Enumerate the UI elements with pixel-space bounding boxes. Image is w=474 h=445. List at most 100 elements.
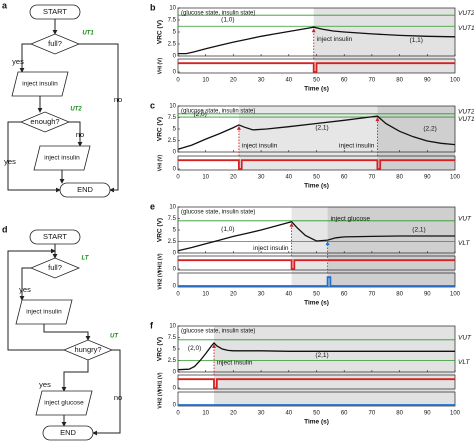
y-tick-label: 7.5 [168, 216, 177, 222]
state-label: (1,0) [221, 17, 234, 24]
threshold-label: VUT2 [458, 10, 474, 17]
decision [29, 33, 81, 55]
x-tick-label: 40 [285, 78, 292, 84]
curve [177, 342, 455, 371]
y-axis-label: VRC (V) [157, 117, 164, 141]
x-tick-label: 80 [396, 411, 403, 417]
flow-lines [7, 19, 121, 436]
x-tick-label: 20 [230, 292, 237, 298]
decision [29, 257, 81, 279]
flow-node-text: hungry? [74, 345, 101, 354]
x-tick-label: 20 [230, 78, 237, 84]
state-label: (1,1) [410, 37, 423, 44]
x-axis-label: Time (s) [304, 300, 329, 307]
x-tick-label: 60 [341, 292, 348, 298]
pulse-frame [177, 155, 456, 171]
threshold-label: VUT [458, 216, 472, 223]
y-tick-label: 0 [173, 370, 177, 376]
legend-header: (glucose state, insulin state) [181, 329, 255, 335]
flow-node-text: START [43, 232, 67, 241]
x-tick-label: 30 [258, 78, 265, 84]
branch-label: yes [39, 380, 51, 389]
y-tick-label: 2.5 [168, 358, 177, 364]
x-tick-label: 20 [230, 411, 237, 417]
terminal [29, 229, 81, 245]
y-tick-label: 7.5 [168, 115, 177, 121]
pulse-trace [178, 259, 455, 270]
x-tick-label: 60 [341, 78, 348, 84]
pulse-trace [178, 62, 455, 73]
arrow-head [325, 241, 330, 246]
x-tick-label: 90 [424, 292, 431, 298]
x-tick-label: 70 [369, 292, 376, 298]
y-axis-label: VHI (V) [157, 154, 163, 171]
y-tick-label: 0 [173, 150, 177, 156]
x-tick-label: 0 [176, 175, 180, 181]
x-tick-label: 10 [202, 78, 209, 84]
y-tick-label: 10 [169, 104, 176, 110]
state-label: (1,0) [221, 226, 234, 233]
threshold-label: VUT2 [458, 109, 474, 116]
y-tick-label: 10 [169, 205, 176, 211]
y-tick-label: 5 [173, 30, 177, 36]
pulse-trace [178, 159, 455, 170]
x-tick-label: 50 [313, 175, 320, 181]
branch-label: no [114, 393, 122, 402]
pulse-trace [178, 276, 455, 287]
branch-label: yes [12, 57, 24, 66]
y-axis-label: VHI (V) [157, 57, 163, 74]
x-tick-label: 70 [369, 78, 376, 84]
process [33, 145, 91, 171]
x-axis-label: Time (s) [304, 86, 329, 93]
state-label: (2,0) [188, 345, 201, 352]
y-tick-label: 7.5 [168, 335, 177, 341]
arrow-head [375, 117, 380, 122]
shaded-region [313, 8, 455, 73]
threshold-label: VUT [458, 335, 472, 342]
x-tick-label: 100 [450, 411, 461, 417]
x-tick-label: 100 [450, 78, 461, 84]
x-tick-label: 20 [230, 175, 237, 181]
x-tick-label: 0 [176, 292, 180, 298]
threshold-tag: UT2 [70, 107, 82, 113]
flow-node-text: inject insulin [22, 81, 58, 88]
x-tick-label: 40 [285, 411, 292, 417]
state-label: (2,1) [412, 227, 425, 234]
x-tick-label: 10 [202, 292, 209, 298]
y-tick-label: 0 [173, 70, 177, 76]
y-axis-label: VHI1 (V) [157, 372, 163, 392]
x-tick-label: 0 [176, 78, 180, 84]
branch-label: yes [19, 285, 31, 294]
state-label: (2,0) [193, 111, 206, 118]
y-axis-label: VRC (V) [157, 218, 164, 242]
x-tick-label: 50 [313, 78, 320, 84]
y-tick-label: 10 [169, 6, 176, 12]
panel-label: f [150, 320, 154, 330]
process [15, 299, 73, 325]
y-tick-label: 0 [173, 284, 177, 290]
y-tick-label: 0 [173, 267, 177, 273]
threshold-tag: UT1 [82, 31, 94, 37]
x-tick-label: 100 [450, 175, 461, 181]
legend-header: (glucose state, insulin state) [181, 210, 255, 216]
y-tick-label: 5 [173, 127, 177, 133]
y-axis-label: VHI2 (V) [157, 389, 163, 409]
x-tick-label: 90 [424, 78, 431, 84]
y-tick-label: 7.5 [168, 18, 177, 24]
x-tick-label: 0 [176, 411, 180, 417]
y-tick-label: 0 [173, 403, 177, 409]
panel-label: b [150, 2, 156, 12]
arrow-head [212, 344, 217, 349]
flow-node-text: inject insulin [44, 155, 80, 162]
y-axis-label: VHI1 (V) [157, 253, 163, 273]
x-tick-label: 30 [258, 292, 265, 298]
legend-header: (glucose state, insulin state) [181, 11, 255, 17]
flow-node-text: full? [48, 39, 62, 48]
x-tick-label: 50 [313, 411, 320, 417]
panel-label: e [150, 201, 155, 211]
x-tick-label: 60 [341, 175, 348, 181]
annotation: inject insulin [242, 142, 278, 149]
shaded-region [327, 207, 455, 287]
flow-node-text: END [77, 185, 93, 194]
x-tick-label: 90 [424, 411, 431, 417]
